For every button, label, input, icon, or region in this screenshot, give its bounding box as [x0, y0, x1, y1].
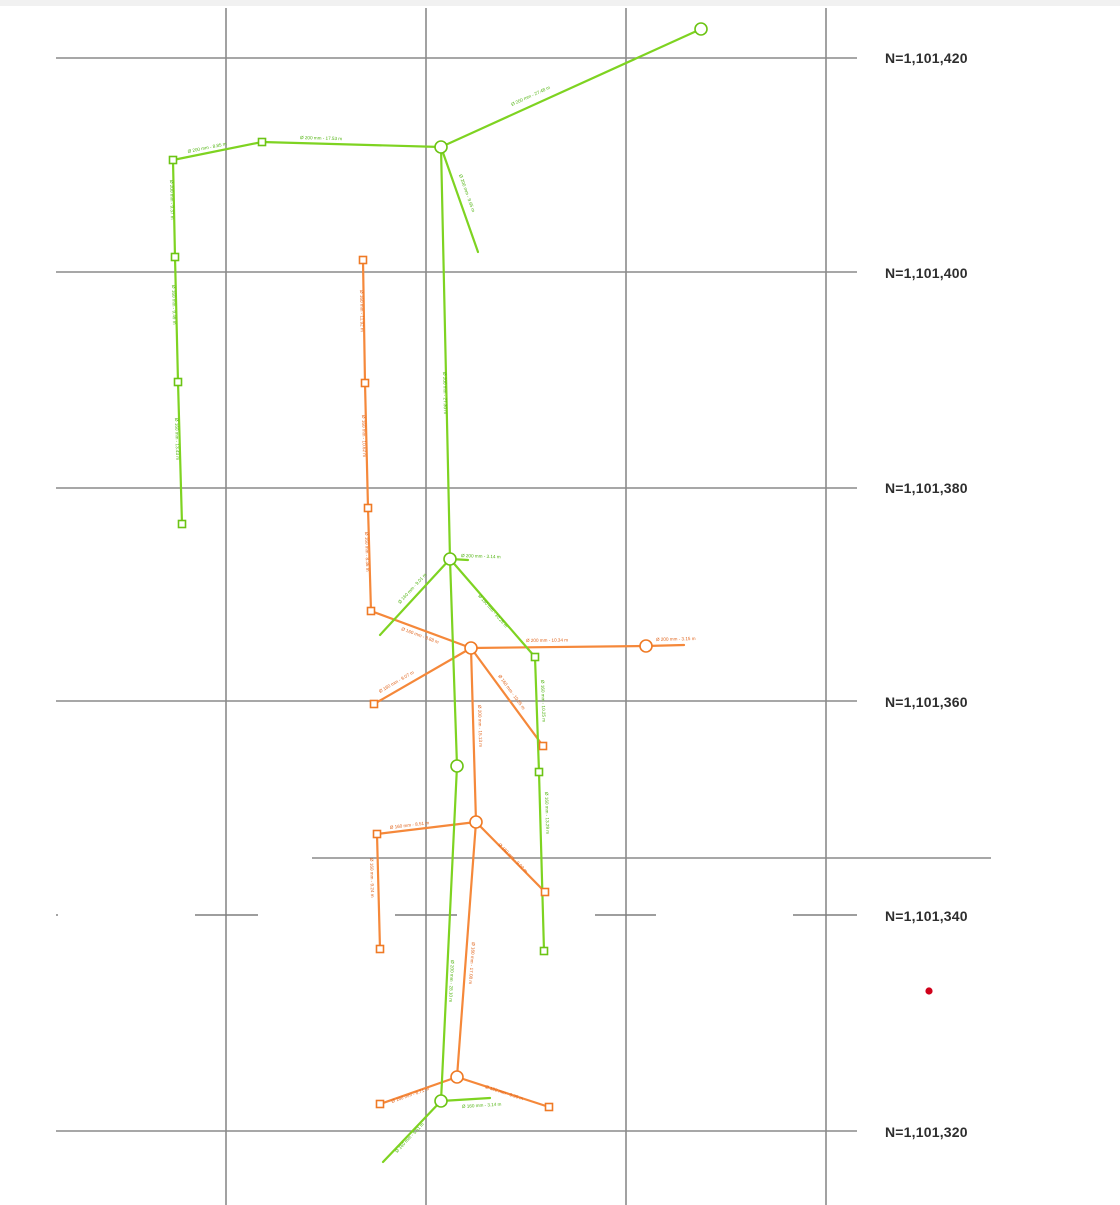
- pipe-label: Ø 160 mm - 13.43 m: [174, 418, 180, 460]
- top-edge-bar: [0, 0, 1120, 6]
- inspection-node[interactable]: [170, 252, 180, 262]
- northing-label-n400: N=1,101,400: [885, 265, 968, 281]
- orange-pipe[interactable]: [455, 820, 478, 1079]
- orange-pipe[interactable]: [455, 1075, 551, 1109]
- orange-pipe[interactable]: [363, 381, 370, 510]
- manhole-node[interactable]: [434, 140, 448, 154]
- orange-pipe[interactable]: [361, 258, 367, 385]
- green-pipe[interactable]: [448, 557, 537, 659]
- pipe-label: Ø 200 mm - 28.10 m: [448, 960, 455, 1002]
- orange-pipe-labels: Ø 160 mm - 11.92 m Ø 160 mm - 10.62 m Ø …: [359, 290, 696, 1104]
- northing-labels: N=1,101,420 N=1,101,400 N=1,101,380 N=1,…: [885, 50, 968, 1140]
- green-pipe[interactable]: [439, 145, 480, 254]
- inspection-node[interactable]: [540, 887, 550, 897]
- orange-pipe[interactable]: [474, 820, 547, 894]
- pipe-label: Ø 160 mm - 9.24 m: [369, 858, 375, 898]
- green-pipe[interactable]: [381, 1099, 443, 1164]
- pipe-label: Ø 160 mm - 9.49 m: [171, 285, 177, 325]
- inspection-node[interactable]: [363, 503, 373, 513]
- orange-pipe[interactable]: [369, 609, 473, 650]
- inspection-node[interactable]: [173, 377, 183, 387]
- inspection-node[interactable]: [360, 378, 370, 388]
- green-pipe[interactable]: [439, 145, 452, 561]
- pipe-label: Ø 160 mm - 13.29 m: [544, 792, 550, 834]
- orange-pipe[interactable]: [375, 820, 478, 836]
- pipe-label: Ø 160 mm - 10.62 m: [361, 415, 367, 457]
- pipe-label: Ø 160 mm - 5.51 m: [394, 1121, 425, 1153]
- manhole-node[interactable]: [450, 759, 464, 773]
- green-pipe[interactable]: [176, 380, 184, 526]
- inspection-node[interactable]: [369, 699, 379, 709]
- pipe-label: Ø 160 mm - 17.08 m: [468, 942, 476, 985]
- northing-label-n360: N=1,101,360: [885, 694, 968, 710]
- northing-label-n340: N=1,101,340: [885, 908, 968, 924]
- inspection-node[interactable]: [366, 606, 376, 616]
- pipe-label: Ø 200 mm - 9.65 m: [458, 174, 476, 213]
- pipe-label: Ø 160 mm - 8.36 m: [364, 532, 370, 572]
- orange-pipe[interactable]: [469, 644, 648, 650]
- orange-pipe[interactable]: [366, 506, 373, 613]
- northing-label-n380: N=1,101,380: [885, 480, 968, 496]
- manhole-node[interactable]: [694, 22, 708, 36]
- location-marker[interactable]: [925, 987, 933, 995]
- inspection-node[interactable]: [530, 652, 540, 662]
- pipe-label: Ø 160 mm - 10.25 m: [540, 680, 546, 722]
- northing-label-n320: N=1,101,320: [885, 1124, 968, 1140]
- inspection-node[interactable]: [544, 1102, 554, 1112]
- orange-pipe[interactable]: [375, 832, 382, 951]
- orange-pipe-network: [361, 258, 686, 1109]
- orange-pipe[interactable]: [469, 646, 545, 748]
- pipe-label: Ø 200 mm - 17.53 m: [300, 135, 342, 141]
- green-pipe[interactable]: [439, 1096, 492, 1103]
- green-pipe[interactable]: [448, 557, 459, 768]
- inspection-node[interactable]: [375, 1099, 385, 1109]
- pipe-label: Ø 200 mm - 3.15 m: [656, 636, 696, 642]
- green-pipe[interactable]: [439, 27, 703, 149]
- green-pipe[interactable]: [537, 770, 546, 953]
- inspection-node[interactable]: [375, 944, 385, 954]
- grid-vertical-lines: [225, 8, 827, 1205]
- inspection-node[interactable]: [539, 946, 549, 956]
- pipe-label: Ø 200 mm - 3.14 m: [461, 553, 501, 559]
- inspection-node[interactable]: [358, 255, 368, 265]
- pipe-label: Ø 160 mm - 10.25 m: [477, 593, 508, 628]
- green-pipe-network: [171, 27, 703, 1164]
- manhole-node[interactable]: [639, 639, 653, 653]
- inspection-node[interactable]: [168, 155, 178, 165]
- green-pipe[interactable]: [260, 140, 443, 149]
- inspection-node[interactable]: [534, 767, 544, 777]
- green-pipe[interactable]: [173, 255, 180, 384]
- pipe-label: Ø 160 mm - 8.51 m: [390, 820, 430, 830]
- green-nodes: [168, 22, 708, 1108]
- orange-pipe[interactable]: [372, 646, 473, 706]
- orange-nodes: [358, 255, 653, 1112]
- northing-label-n420: N=1,101,420: [885, 50, 968, 66]
- pipe-label: Ø 200 mm - 27.48 m: [510, 85, 551, 107]
- pipe-label: Ø 160 mm - 6.71 m: [391, 1086, 430, 1104]
- manhole-node[interactable]: [443, 552, 457, 566]
- green-pipe[interactable]: [378, 557, 452, 637]
- inspection-node[interactable]: [257, 137, 267, 147]
- pipe-label: Ø 160 mm - 3.14 m: [462, 1102, 502, 1109]
- green-pipe[interactable]: [171, 140, 264, 162]
- inspection-node[interactable]: [372, 829, 382, 839]
- pipe-label: Ø 200 mm - 10.34 m: [526, 637, 568, 643]
- green-pipe[interactable]: [533, 655, 541, 774]
- green-pipe[interactable]: [171, 158, 177, 259]
- grid-horizontal-lines: [56, 57, 991, 1132]
- pipe-label: Ø 160 mm - 11.92 m: [359, 290, 365, 332]
- manhole-node[interactable]: [450, 1070, 464, 1084]
- manhole-node[interactable]: [434, 1094, 448, 1108]
- manhole-node[interactable]: [469, 815, 483, 829]
- inspection-node[interactable]: [538, 741, 548, 751]
- pipe-label: Ø 200 mm - 27.30 m: [442, 372, 448, 414]
- pipe-label: Ø 200 mm - 9.37 m: [169, 180, 175, 220]
- orange-pipe[interactable]: [378, 1075, 459, 1106]
- green-pipe[interactable]: [439, 764, 459, 1103]
- pipe-label: Ø 200 mm - 15.13 m: [477, 705, 483, 747]
- orange-pipe[interactable]: [469, 646, 478, 824]
- manhole-node[interactable]: [464, 641, 478, 655]
- inspection-node[interactable]: [177, 519, 187, 529]
